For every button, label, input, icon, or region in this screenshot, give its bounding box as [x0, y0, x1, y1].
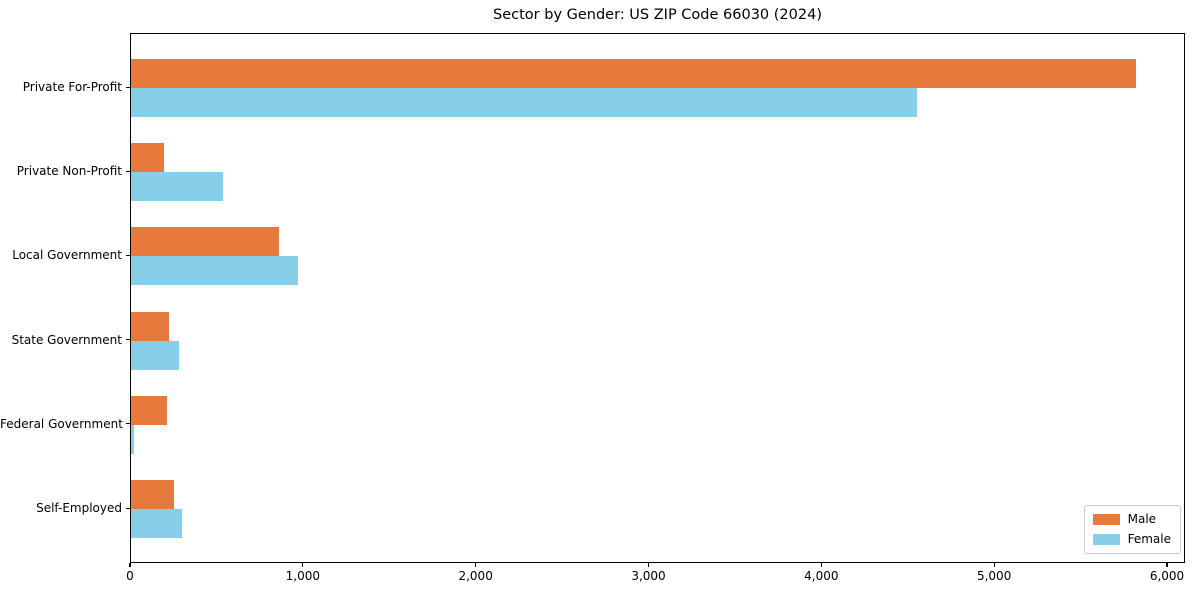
y-tick-mark	[126, 254, 130, 257]
bar-male-1	[131, 59, 1137, 88]
y-tick-label: Local Government	[12, 248, 122, 263]
bar-female-1	[131, 88, 918, 117]
x-tick-label: 0	[126, 569, 134, 583]
legend-swatch-female-icon	[1092, 534, 1120, 545]
y-tick-mark	[126, 86, 130, 88]
x-tick-mark	[475, 563, 477, 567]
bar-female-4	[131, 340, 180, 370]
y-tick-mark	[126, 423, 130, 425]
x-tick-mark	[302, 563, 304, 567]
y-tick-label: Self-Employed	[36, 501, 122, 515]
plot-area: Male Female	[130, 33, 1185, 563]
legend-item-male: Male	[1092, 512, 1171, 526]
x-tick-label: 1,000	[285, 569, 321, 583]
bar-female-3	[131, 256, 298, 286]
legend-label-female: Female	[1127, 532, 1171, 546]
x-tick-label: 6,000	[1149, 569, 1185, 583]
y-tick-label: Federal Government	[0, 416, 123, 431]
bar-male-6	[131, 480, 175, 509]
bar-female-2	[131, 172, 223, 202]
x-tick-mark	[129, 563, 131, 567]
x-tick-label: 4,000	[804, 569, 839, 583]
legend-swatch-male-icon	[1092, 514, 1120, 525]
legend-label-male: Male	[1127, 512, 1157, 526]
x-tick-mark	[1166, 563, 1168, 567]
y-tick-label: Private For-Profit	[22, 80, 122, 94]
x-tick-label: 2,000	[458, 569, 493, 583]
bar-male-5	[131, 395, 168, 425]
x-tick-mark	[993, 563, 995, 567]
x-tick-label: 3,000	[631, 569, 666, 583]
y-tick-mark	[126, 507, 130, 509]
chart-title: Sector by Gender: US ZIP Code 66030 (202…	[493, 7, 822, 23]
legend: Male Female	[1083, 505, 1181, 554]
x-tick-mark	[647, 563, 650, 567]
y-tick-mark	[126, 170, 130, 172]
bar-female-6	[131, 509, 182, 538]
bar-male-2	[131, 143, 164, 173]
bars-layer	[131, 34, 1184, 562]
x-tick-mark	[820, 563, 822, 567]
y-tick-label: State Government	[11, 332, 122, 347]
x-tick-label: 5,000	[976, 569, 1012, 583]
bar-male-3	[131, 227, 279, 257]
y-tick-label: Private Non-Profit	[16, 164, 122, 179]
bar-female-5	[131, 424, 134, 454]
bar-male-4	[131, 311, 170, 341]
y-tick-mark	[126, 339, 130, 341]
legend-item-female: Female	[1092, 532, 1171, 546]
